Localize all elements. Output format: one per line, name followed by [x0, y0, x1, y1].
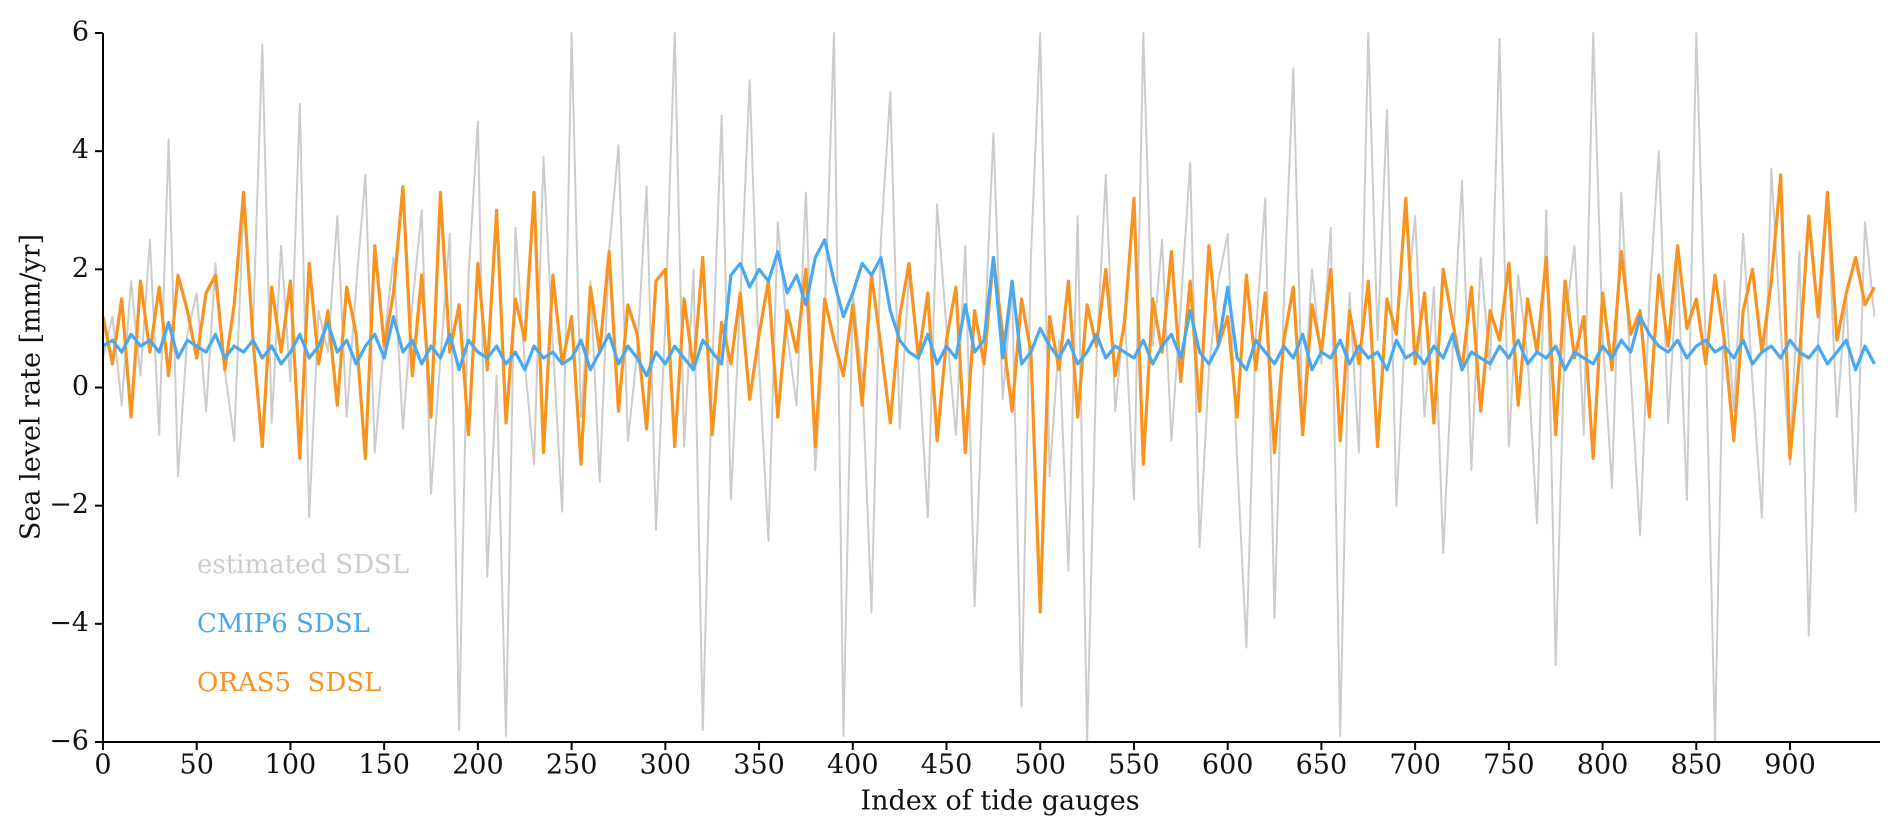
- y-tick-label: −6: [49, 726, 89, 757]
- x-tick-label: 50: [180, 750, 214, 781]
- x-tick-label: 300: [640, 750, 692, 781]
- legend-entry: CMIP6 SDSL: [197, 609, 370, 639]
- x-tick-label: 400: [827, 750, 879, 781]
- x-tick-label: 750: [1483, 750, 1535, 781]
- y-axis-label: Sea level rate [mm/yr]: [16, 234, 47, 540]
- y-tick-label: −4: [49, 607, 89, 638]
- x-tick-label: 650: [1296, 750, 1348, 781]
- x-tick-label: 800: [1577, 750, 1629, 781]
- x-tick-label: 250: [546, 750, 598, 781]
- x-tick-label: 350: [733, 750, 785, 781]
- x-tick-label: 900: [1764, 750, 1816, 781]
- x-tick-label: 100: [265, 750, 317, 781]
- x-tick-label: 450: [921, 750, 973, 781]
- y-tick-label: 4: [72, 135, 89, 166]
- x-tick-label: 200: [452, 750, 504, 781]
- x-tick-label: 500: [1014, 750, 1066, 781]
- x-tick-label: 550: [1108, 750, 1160, 781]
- x-tick-label: 700: [1389, 750, 1441, 781]
- legend-entry: ORAS5 SDSL: [197, 668, 381, 698]
- data-line: [102, 238, 1876, 378]
- y-tick-label: −2: [49, 489, 89, 520]
- x-tick-label: 0: [94, 750, 111, 781]
- y-tick-label: 6: [72, 17, 89, 48]
- y-tick-label: 0: [72, 371, 89, 402]
- x-tick-label: 850: [1671, 750, 1723, 781]
- y-tick-label: 2: [72, 253, 89, 284]
- x-axis-label: Index of tide gauges: [860, 786, 1139, 817]
- x-tick-label: 600: [1202, 750, 1254, 781]
- legend-entry: estimated SDSL: [197, 550, 409, 580]
- x-tick-label: 150: [358, 750, 410, 781]
